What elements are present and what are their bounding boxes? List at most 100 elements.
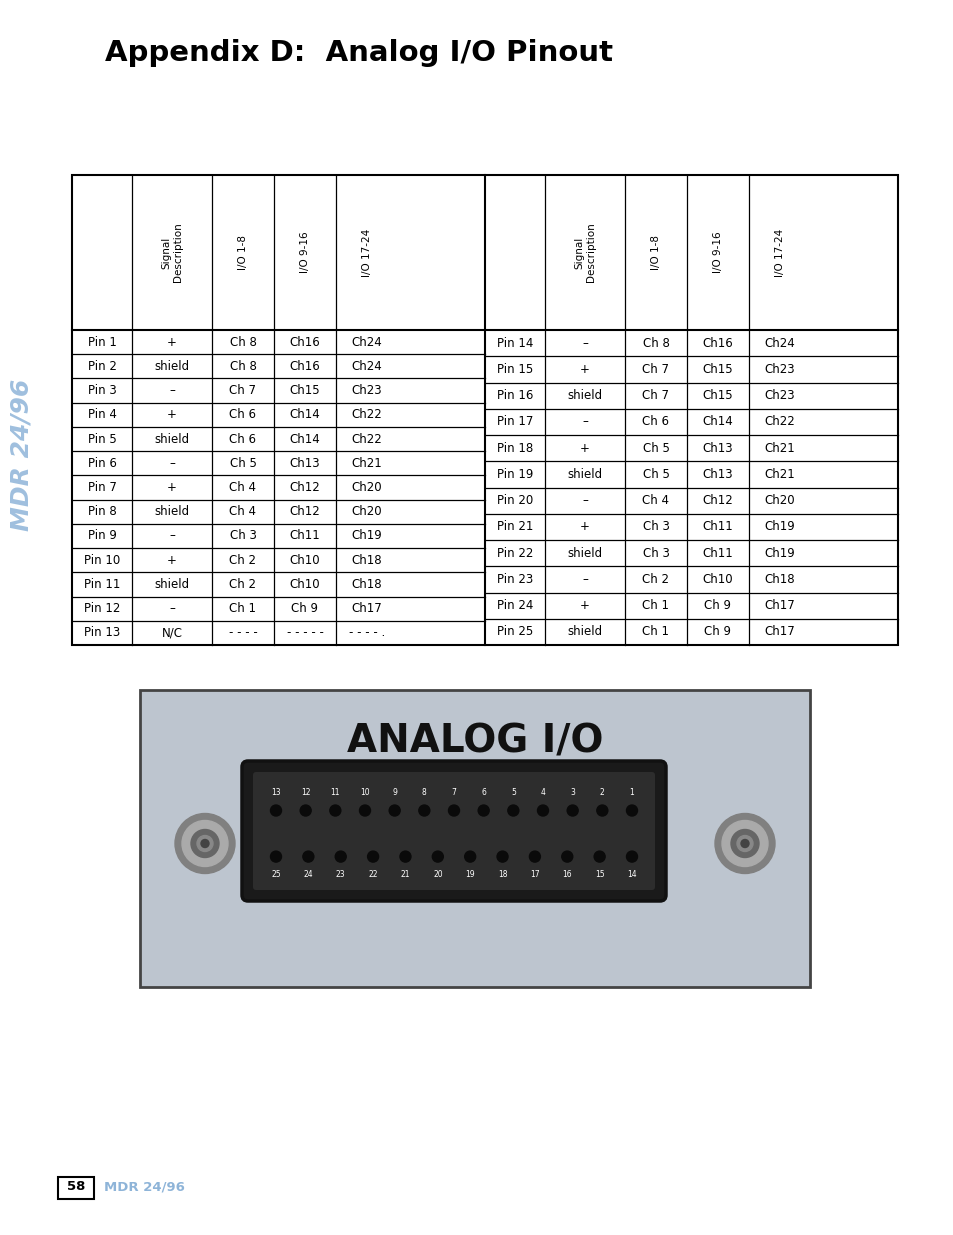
Text: Pin 15: Pin 15: [497, 363, 533, 375]
Text: I/O 1-8: I/O 1-8: [650, 235, 660, 270]
Text: 58: 58: [67, 1181, 85, 1193]
Text: 20: 20: [433, 871, 442, 879]
Text: Ch 4: Ch 4: [641, 494, 669, 508]
Circle shape: [567, 805, 578, 816]
Text: Ch 3: Ch 3: [642, 520, 669, 534]
Text: Appendix D:  Analog I/O Pinout: Appendix D: Analog I/O Pinout: [105, 40, 613, 67]
Text: 19: 19: [465, 871, 475, 879]
Text: Pin 20: Pin 20: [497, 494, 533, 508]
Text: MDR 24/96: MDR 24/96: [104, 1181, 185, 1193]
Circle shape: [529, 851, 539, 862]
Text: I/O 17-24: I/O 17-24: [361, 228, 372, 277]
FancyBboxPatch shape: [58, 1177, 94, 1199]
Circle shape: [399, 851, 411, 862]
Text: Pin 23: Pin 23: [497, 573, 533, 585]
Text: Pin 13: Pin 13: [84, 626, 120, 640]
Text: shield: shield: [154, 578, 190, 590]
Text: Ch12: Ch12: [290, 480, 320, 494]
Text: Ch13: Ch13: [702, 442, 733, 454]
Text: Signal
Description: Signal Description: [161, 222, 183, 283]
Text: 1: 1: [629, 788, 634, 797]
Text: +: +: [579, 363, 589, 375]
Text: Ch20: Ch20: [764, 494, 795, 508]
Text: Ch 4: Ch 4: [230, 480, 256, 494]
Text: Ch 1: Ch 1: [641, 625, 669, 638]
Text: Ch19: Ch19: [352, 530, 382, 542]
Text: Ch 3: Ch 3: [642, 547, 669, 559]
Text: Ch 8: Ch 8: [642, 337, 669, 350]
Text: Ch16: Ch16: [290, 336, 320, 348]
Text: –: –: [581, 573, 587, 585]
Text: Ch15: Ch15: [702, 363, 733, 375]
Text: N/C: N/C: [161, 626, 182, 640]
Circle shape: [432, 851, 443, 862]
Text: +: +: [579, 599, 589, 613]
Text: Pin 1: Pin 1: [88, 336, 116, 348]
Circle shape: [335, 851, 346, 862]
Text: Signal
Description: Signal Description: [574, 222, 596, 283]
Circle shape: [182, 820, 228, 867]
Circle shape: [626, 805, 637, 816]
Text: Ch15: Ch15: [290, 384, 320, 398]
Text: +: +: [167, 409, 176, 421]
Text: Ch 8: Ch 8: [230, 336, 256, 348]
Text: shield: shield: [567, 625, 602, 638]
Text: –: –: [169, 530, 174, 542]
Text: Ch 5: Ch 5: [230, 457, 256, 469]
Text: Ch12: Ch12: [290, 505, 320, 519]
Text: - - - - .: - - - - .: [349, 626, 385, 640]
Text: Ch 5: Ch 5: [642, 468, 669, 480]
Circle shape: [271, 805, 281, 816]
Text: Ch 6: Ch 6: [230, 409, 256, 421]
Text: Pin 18: Pin 18: [497, 442, 533, 454]
Text: 25: 25: [271, 871, 280, 879]
Text: Pin 24: Pin 24: [497, 599, 533, 613]
Text: Ch24: Ch24: [352, 359, 382, 373]
Circle shape: [740, 840, 748, 847]
Text: Ch18: Ch18: [352, 553, 382, 567]
Text: Ch 9: Ch 9: [703, 625, 731, 638]
Text: shield: shield: [567, 468, 602, 480]
Text: Ch 1: Ch 1: [230, 603, 256, 615]
Text: Ch11: Ch11: [702, 520, 733, 534]
Circle shape: [537, 805, 548, 816]
Text: Ch10: Ch10: [290, 553, 320, 567]
Text: Ch24: Ch24: [352, 336, 382, 348]
Text: Pin 16: Pin 16: [497, 389, 533, 403]
Text: Ch20: Ch20: [352, 480, 382, 494]
Text: 8: 8: [421, 788, 426, 797]
Text: Ch23: Ch23: [764, 389, 795, 403]
Circle shape: [418, 805, 430, 816]
Text: Ch14: Ch14: [290, 432, 320, 446]
Text: 24: 24: [303, 871, 313, 879]
Text: 18: 18: [497, 871, 507, 879]
Text: shield: shield: [154, 359, 190, 373]
Text: Pin 4: Pin 4: [88, 409, 116, 421]
Text: 3: 3: [570, 788, 575, 797]
Text: Ch 6: Ch 6: [230, 432, 256, 446]
Text: Ch14: Ch14: [290, 409, 320, 421]
Text: –: –: [581, 415, 587, 429]
Circle shape: [497, 851, 508, 862]
Text: Ch12: Ch12: [702, 494, 733, 508]
Text: +: +: [167, 553, 176, 567]
Text: 10: 10: [360, 788, 370, 797]
Text: 13: 13: [271, 788, 280, 797]
Circle shape: [477, 805, 489, 816]
Text: +: +: [167, 480, 176, 494]
Text: Ch18: Ch18: [352, 578, 382, 590]
Text: Ch10: Ch10: [702, 573, 733, 585]
Text: Ch23: Ch23: [352, 384, 382, 398]
Text: Ch10: Ch10: [290, 578, 320, 590]
FancyBboxPatch shape: [253, 772, 655, 890]
Text: 22: 22: [368, 871, 377, 879]
Text: - - - - -: - - - - -: [286, 626, 323, 640]
Text: Ch 9: Ch 9: [703, 599, 731, 613]
Text: –: –: [581, 494, 587, 508]
Text: +: +: [167, 336, 176, 348]
Text: Pin 14: Pin 14: [497, 337, 533, 350]
Circle shape: [174, 814, 234, 873]
Circle shape: [191, 830, 219, 857]
Text: Ch16: Ch16: [702, 337, 733, 350]
Text: 5: 5: [511, 788, 516, 797]
